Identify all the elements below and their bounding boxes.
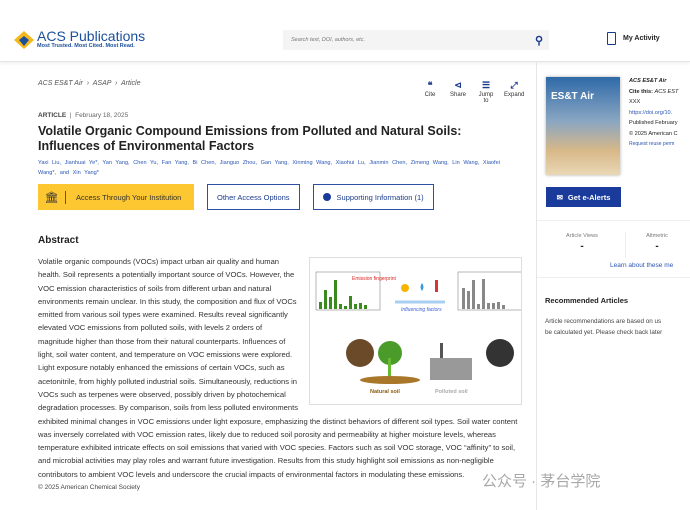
- views-value: -: [580, 241, 584, 252]
- breadcrumb: ACS ES&T Air › ASAP › Article: [38, 80, 141, 87]
- views-label: Article Views: [566, 233, 598, 239]
- altmetric: Altmetric -: [627, 233, 687, 252]
- author-link[interactable]: Fan Yang,: [161, 160, 189, 166]
- metric-divider: [625, 232, 626, 258]
- search-icon[interactable]: ⚲: [534, 35, 543, 47]
- breadcrumb-journal[interactable]: ACS ES&T Air: [38, 80, 83, 87]
- divider: [537, 277, 690, 278]
- expand-label: Expand: [504, 92, 525, 98]
- copyright: © 2025 American Chemical Society: [38, 484, 140, 491]
- author-link[interactable]: Gan Yang,: [260, 160, 289, 166]
- watermark: 公众号 · 茅台学院: [482, 473, 601, 490]
- my-activity-label: My Activity: [623, 35, 660, 42]
- logo-tagline: Most Trusted. Most Cited. Most Read.: [37, 43, 135, 49]
- author-link[interactable]: Xinming Wang,: [292, 160, 333, 166]
- breadcrumb-asap[interactable]: ASAP: [92, 80, 112, 87]
- cite-button[interactable]: ❝ Cite: [420, 80, 440, 104]
- institution-label: Access Through Your Institution: [76, 192, 182, 202]
- share-button[interactable]: ⊲ Share: [448, 80, 468, 104]
- acs-logo-icon: [14, 30, 34, 49]
- cite-label: Cite: [424, 92, 436, 98]
- learn-metrics-link[interactable]: Learn about these me: [610, 262, 674, 269]
- search-placeholder: Search text, DOI, authors, etc.: [291, 37, 365, 43]
- doi-link[interactable]: https://doi.org/10.: [629, 109, 673, 116]
- my-activity-button[interactable]: My Activity: [607, 32, 660, 45]
- header: ACS Publications Most Trusted. Most Cited…: [0, 0, 690, 62]
- expand-button[interactable]: ⤢ Expand: [504, 80, 524, 104]
- article-date: February 18, 2025: [75, 112, 129, 119]
- author-link[interactable]: Chen Yu,: [133, 160, 159, 166]
- author-link[interactable]: Yan Yang,: [102, 160, 130, 166]
- rec-text-line2: be calculated yet. Please check back lat…: [545, 329, 663, 336]
- cite-journal: ACS EST: [654, 88, 679, 95]
- author-link[interactable]: Xiaohui Lu,: [335, 160, 366, 166]
- recommended-text: Article recommendations are based on us b…: [545, 316, 662, 338]
- recommended-heading: Recommended Articles: [545, 296, 629, 305]
- logo-name: ACS Publications: [37, 28, 146, 44]
- alerts-label: Get e-Alerts: [567, 192, 611, 202]
- abstract-text: Volatile organic compounds (VOCs) impact…: [38, 257, 518, 479]
- activity-icon: [607, 32, 616, 45]
- reuse-link[interactable]: Request reuse perm: [629, 141, 675, 147]
- author-link[interactable]: Jianmin Chen,: [369, 160, 407, 166]
- polluted-soil-label: Polluted soil: [435, 389, 468, 395]
- cover-title: ES&T Air: [551, 91, 594, 102]
- abstract-heading: Abstract: [38, 235, 79, 246]
- institution-icon: 🏛: [38, 190, 66, 204]
- article-meta: ARTICLE | February 18, 2025: [38, 112, 129, 119]
- jump-to-button[interactable]: ☰ Jump to: [476, 80, 496, 104]
- author-link[interactable]: Lin Wang,: [452, 160, 480, 166]
- journal-cover[interactable]: ES&T Air: [546, 77, 620, 175]
- article-title: Volatile Organic Compound Emissions from…: [38, 124, 462, 153]
- journal-info: ACS ES&T Air Cite this: ACS EST XXX http…: [629, 76, 690, 150]
- author-link[interactable]: Jianguo Zhou,: [219, 160, 258, 166]
- quote-icon: ❝: [427, 80, 433, 90]
- breadcrumb-article: Article: [121, 80, 141, 87]
- author-list: Yaxi Liu, Jianhuai Ye*, Yan Yang, Chen Y…: [38, 158, 508, 178]
- abstract-body: Emission fingerprint Influencing factors…: [38, 255, 523, 481]
- author-link[interactable]: Jianhuai Ye*,: [64, 160, 99, 166]
- cite-this-label: Cite this:: [629, 88, 653, 95]
- toc-graphic-svg: Emission fingerprint Influencing factors…: [315, 271, 523, 395]
- mail-icon: ✉: [556, 192, 563, 202]
- altmetric-label: Altmetric: [646, 233, 668, 239]
- supporting-info-button[interactable]: Supporting Information (1): [312, 184, 434, 210]
- divider: [537, 220, 690, 221]
- toc-graphic[interactable]: Emission fingerprint Influencing factors…: [309, 257, 523, 405]
- natural-soil-label: Natural soil: [370, 389, 400, 395]
- author-link[interactable]: and Xin Yang*: [59, 170, 99, 176]
- jump-label: Jump to: [478, 92, 494, 104]
- other-access-label: Other Access Options: [217, 192, 290, 202]
- article-views: Article Views -: [552, 233, 612, 252]
- emission-label: Emission fingerprint: [352, 276, 397, 282]
- author-link[interactable]: Bi Chen,: [192, 160, 216, 166]
- author-link[interactable]: Zimeng Wang,: [410, 160, 449, 166]
- altmetric-value: -: [655, 241, 659, 252]
- article-tools: ❝ Cite ⊲ Share ☰ Jump to ⤢ Expand: [420, 80, 525, 104]
- list-icon: ☰: [481, 80, 491, 90]
- supporting-icon: [322, 193, 331, 201]
- journal-name: ACS ES&T Air: [629, 78, 667, 84]
- cite-extra: XXX: [629, 99, 641, 105]
- institution-access-button[interactable]: 🏛 Access Through Your Institution: [38, 184, 194, 210]
- influencing-factors-label: Influencing factors: [401, 307, 442, 313]
- share-icon: ⊲: [454, 80, 462, 90]
- sidebar: ES&T Air ACS ES&T Air Cite this: ACS EST…: [536, 62, 690, 510]
- search-input[interactable]: Search text, DOI, authors, etc. ⚲: [283, 30, 549, 50]
- published-date: Published February: [629, 120, 678, 126]
- get-alerts-button[interactable]: ✉ Get e-Alerts: [546, 187, 621, 207]
- author-link[interactable]: Yaxi Liu,: [38, 160, 62, 166]
- author-link[interactable]: Xiaofei Wang*,: [38, 160, 500, 176]
- sidebar-copyright: © 2025 American C: [629, 130, 678, 137]
- other-access-button[interactable]: Other Access Options: [207, 184, 300, 210]
- rec-text-line1: Article recommendations are based on us: [545, 318, 662, 325]
- supporting-label: Supporting Information (1): [336, 192, 424, 202]
- acs-logo[interactable]: ACS Publications Most Trusted. Most Cited…: [14, 28, 146, 49]
- article-type: ARTICLE: [38, 112, 67, 119]
- share-label: Share: [449, 92, 466, 98]
- expand-icon: ⤢: [510, 80, 518, 90]
